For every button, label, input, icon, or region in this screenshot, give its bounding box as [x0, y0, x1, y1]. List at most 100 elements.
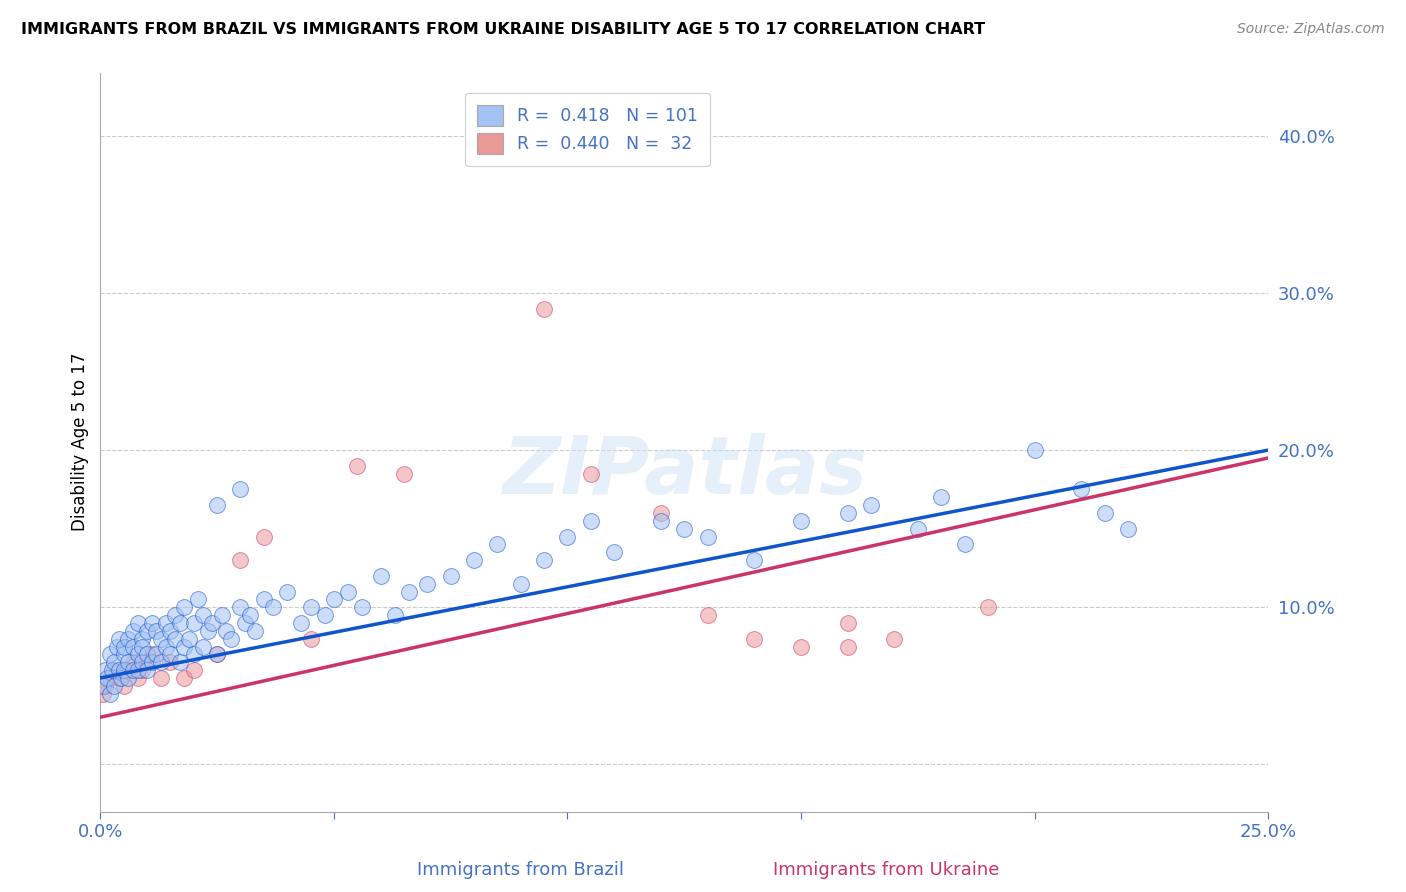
Point [860, 498, 883, 512]
Point [696, 529, 718, 543]
Point [117, 671, 139, 685]
Point [557, 136, 579, 151]
Point [127, 663, 149, 677]
Point [101, 663, 124, 677]
Point [183, 615, 205, 630]
Point [127, 615, 149, 630]
Point [94, 679, 117, 693]
Point [1094, 506, 1116, 520]
Point [205, 648, 228, 662]
Point [141, 648, 163, 662]
Y-axis label: Disability Age 5 to 17: Disability Age 5 to 17 [72, 353, 89, 532]
Point [169, 615, 191, 630]
Point [155, 640, 177, 654]
Point [127, 648, 149, 662]
Point [837, 615, 859, 630]
Point [108, 671, 131, 685]
Point [98, 648, 121, 662]
Point [211, 608, 233, 623]
Point [155, 615, 177, 630]
Point [183, 648, 205, 662]
Point [122, 640, 145, 654]
Point [350, 600, 373, 615]
Point [215, 624, 238, 638]
Point [117, 663, 139, 677]
Point [229, 600, 252, 615]
Point [243, 624, 266, 638]
Point [112, 663, 135, 677]
Point [98, 671, 121, 685]
Point [165, 608, 187, 623]
Point [131, 640, 153, 654]
Point [1116, 522, 1139, 536]
Point [197, 624, 219, 638]
Text: ZIPatlas: ZIPatlas [502, 433, 866, 511]
Point [136, 624, 159, 638]
Point [187, 592, 209, 607]
Point [201, 615, 224, 630]
Point [91, 679, 114, 693]
Point [191, 608, 214, 623]
Point [94, 663, 117, 677]
Point [177, 632, 200, 646]
Point [744, 553, 766, 567]
Point [253, 529, 276, 543]
Point [159, 648, 181, 662]
Point [509, 576, 531, 591]
Point [145, 648, 167, 662]
Point [145, 624, 167, 638]
Point [533, 553, 555, 567]
Point [929, 490, 952, 504]
Point [1070, 483, 1092, 497]
Point [103, 663, 125, 677]
Point [150, 671, 173, 685]
Point [398, 584, 420, 599]
Point [112, 640, 135, 654]
Point [108, 632, 131, 646]
Point [103, 679, 125, 693]
Point [150, 655, 173, 669]
Point [131, 663, 153, 677]
Point [299, 632, 322, 646]
Point [165, 632, 187, 646]
Point [136, 663, 159, 677]
Text: IMMIGRANTS FROM BRAZIL VS IMMIGRANTS FROM UKRAINE DISABILITY AGE 5 TO 17 CORRELA: IMMIGRANTS FROM BRAZIL VS IMMIGRANTS FRO… [21, 22, 986, 37]
Legend: R =  0.418   N = 101, R =  0.440   N =  32: R = 0.418 N = 101, R = 0.440 N = 32 [465, 93, 710, 166]
Point [112, 679, 135, 693]
Point [533, 301, 555, 316]
Point [98, 687, 121, 701]
Text: Immigrants from Ukraine: Immigrants from Ukraine [772, 861, 1000, 879]
Point [744, 632, 766, 646]
Point [131, 632, 153, 646]
Point [108, 663, 131, 677]
Point [173, 600, 195, 615]
Point [239, 608, 262, 623]
Point [416, 576, 439, 591]
Point [103, 655, 125, 669]
Point [790, 640, 813, 654]
Point [650, 506, 672, 520]
Point [977, 600, 1000, 615]
Point [191, 640, 214, 654]
Point [205, 648, 228, 662]
Text: Immigrants from Brazil: Immigrants from Brazil [416, 861, 624, 879]
Point [150, 632, 173, 646]
Point [837, 640, 859, 654]
Point [837, 506, 859, 520]
Point [907, 522, 929, 536]
Point [486, 537, 509, 551]
Point [650, 514, 672, 528]
Point [322, 592, 344, 607]
Point [173, 640, 195, 654]
Point [262, 600, 284, 615]
Point [336, 584, 359, 599]
Point [229, 483, 252, 497]
Point [299, 600, 322, 615]
Point [579, 467, 602, 481]
Point [557, 529, 579, 543]
Point [790, 514, 813, 528]
Point [696, 608, 718, 623]
Point [673, 522, 696, 536]
Point [136, 648, 159, 662]
Point [346, 458, 368, 473]
